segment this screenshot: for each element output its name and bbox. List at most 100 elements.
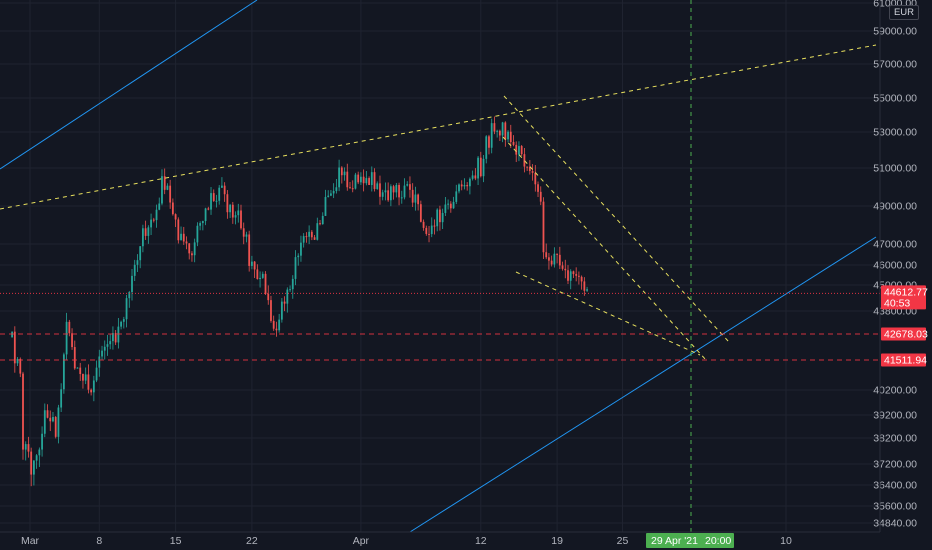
wedge-lower-trendline[interactable] bbox=[515, 271, 701, 356]
y-tick-label: 53000.00 bbox=[873, 127, 917, 139]
horizontal-level-lines[interactable] bbox=[0, 292, 880, 361]
candle-body bbox=[171, 202, 174, 215]
candle-body bbox=[73, 347, 76, 369]
candle-body bbox=[504, 122, 507, 140]
candle-body bbox=[463, 185, 466, 187]
candle-body bbox=[286, 289, 289, 304]
crosshair-date-tag bbox=[646, 533, 734, 548]
candle-body bbox=[376, 183, 379, 190]
candle-body bbox=[564, 268, 567, 271]
price-tag bbox=[881, 285, 926, 310]
upper-resistance-trendline[interactable] bbox=[0, 44, 877, 210]
candle-body bbox=[87, 374, 90, 390]
candle-body bbox=[125, 298, 128, 320]
candle-body bbox=[583, 281, 586, 291]
candle-body bbox=[482, 158, 485, 177]
x-tick-label: Apr bbox=[353, 535, 370, 547]
currency-badge[interactable]: EUR bbox=[889, 5, 919, 20]
time-axis[interactable]: Mar 8 15 22 Apr 12 19 25 10 29 Apr '21 20:00 bbox=[0, 531, 880, 548]
candle-body bbox=[528, 166, 531, 171]
candle-body bbox=[259, 277, 261, 280]
candle-body bbox=[120, 321, 122, 327]
candle-body bbox=[291, 278, 294, 290]
price-tag bbox=[881, 327, 926, 341]
y-tick-label: 49000.00 bbox=[873, 201, 917, 213]
chart-drawings[interactable] bbox=[0, 0, 877, 533]
candle-body bbox=[384, 190, 387, 193]
candle-body bbox=[30, 451, 33, 475]
candle-body bbox=[234, 215, 237, 218]
candle-body bbox=[425, 227, 428, 234]
candle-body bbox=[534, 172, 537, 185]
crosshair-time-label: 20:00 bbox=[705, 535, 731, 547]
candle-body bbox=[327, 195, 330, 197]
wedge-mid-trendline[interactable] bbox=[502, 136, 707, 361]
y-tick-label: 57000.00 bbox=[873, 59, 917, 71]
candle-body bbox=[308, 231, 311, 237]
candle-body bbox=[490, 123, 493, 148]
candle-body bbox=[188, 243, 191, 254]
candle-body bbox=[114, 333, 117, 343]
candle-body bbox=[400, 197, 403, 199]
y-tick-label: 55000.00 bbox=[873, 93, 917, 105]
candle-body bbox=[112, 333, 114, 342]
candle-body bbox=[150, 219, 152, 228]
candle-body bbox=[498, 130, 501, 136]
candle-body bbox=[349, 187, 351, 189]
channel-lower-line[interactable] bbox=[409, 236, 877, 533]
candle-body bbox=[381, 192, 384, 197]
candle-body bbox=[300, 242, 302, 256]
candle-body bbox=[523, 154, 526, 167]
candle-body bbox=[41, 433, 43, 450]
candle-body bbox=[569, 271, 572, 281]
candle-body bbox=[343, 171, 346, 176]
candle-body bbox=[161, 176, 163, 204]
candle-body bbox=[196, 225, 199, 243]
candle-body bbox=[163, 176, 166, 190]
candle-body bbox=[515, 144, 518, 155]
candle-body bbox=[561, 265, 564, 269]
channel-upper-line[interactable] bbox=[0, 0, 258, 170]
candle-body bbox=[46, 410, 49, 418]
candle-body bbox=[537, 184, 539, 192]
candle-body bbox=[199, 223, 202, 226]
candle-body bbox=[270, 300, 272, 321]
candle-body bbox=[215, 200, 218, 202]
y-tick-label: 47000.00 bbox=[873, 239, 917, 251]
candle-body bbox=[13, 331, 16, 364]
candle-body bbox=[68, 321, 71, 334]
candle-body bbox=[340, 167, 343, 176]
candle-body bbox=[474, 175, 477, 179]
candlestick-series bbox=[11, 116, 588, 487]
candle-body bbox=[98, 356, 101, 368]
y-tick-label: 61000.00 bbox=[873, 0, 917, 10]
wedge-upper-trendline[interactable] bbox=[503, 95, 730, 343]
candle-body bbox=[319, 223, 321, 225]
candle-body bbox=[180, 233, 182, 241]
candle-body bbox=[507, 131, 509, 140]
candle-body bbox=[471, 175, 474, 179]
candle-body bbox=[142, 228, 144, 247]
price-axis[interactable]: 61000.00 59000.00 57000.00 55000.00 53000.00… bbox=[873, 0, 917, 532]
candle-body bbox=[338, 167, 340, 188]
candle-body bbox=[477, 157, 479, 179]
trendline-drawings[interactable] bbox=[0, 0, 877, 532]
candle-body bbox=[221, 185, 223, 188]
candle-body bbox=[512, 141, 515, 145]
candle-body bbox=[572, 271, 575, 275]
candle-body bbox=[368, 178, 370, 186]
candle-body bbox=[330, 193, 332, 196]
candle-body bbox=[518, 146, 520, 155]
candle-body bbox=[357, 174, 360, 183]
candle-body bbox=[231, 204, 234, 218]
candle-body bbox=[365, 178, 368, 184]
candle-body bbox=[43, 410, 46, 434]
candle-body bbox=[131, 275, 133, 293]
candle-body bbox=[449, 203, 452, 209]
candle-body bbox=[422, 221, 425, 228]
candle-body bbox=[550, 260, 553, 265]
candle-body bbox=[580, 276, 583, 282]
candle-body bbox=[139, 246, 142, 261]
